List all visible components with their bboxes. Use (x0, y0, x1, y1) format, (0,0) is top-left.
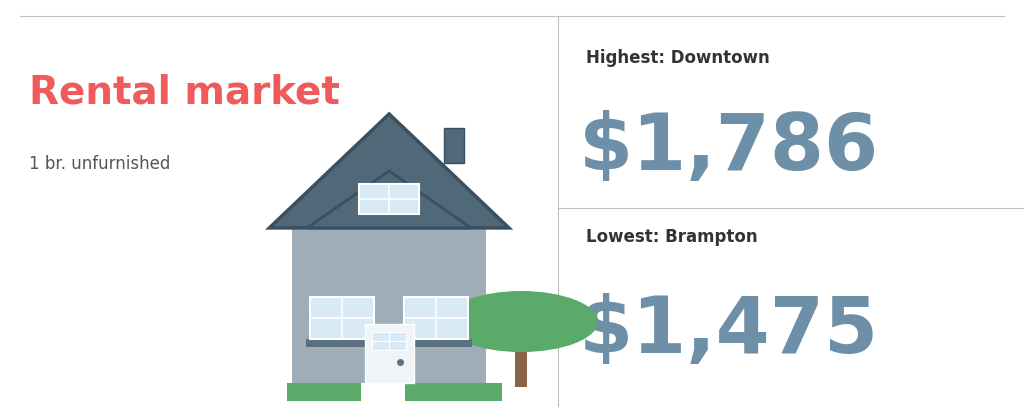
Circle shape (444, 291, 598, 352)
Bar (443, 128, 464, 163)
Bar (372, 333, 407, 350)
Text: Lowest: Brampton: Lowest: Brampton (586, 228, 758, 246)
Bar (400, 339, 472, 347)
Bar (404, 297, 468, 339)
Bar (292, 228, 486, 383)
Text: Highest: Downtown: Highest: Downtown (586, 49, 769, 67)
Bar (515, 350, 527, 387)
Bar (404, 383, 502, 401)
Text: $1,786: $1,786 (579, 110, 879, 186)
Polygon shape (269, 114, 509, 228)
Text: $1,475: $1,475 (579, 293, 879, 369)
Text: Rental market: Rental market (29, 73, 340, 111)
Bar (287, 383, 360, 401)
Polygon shape (307, 171, 471, 228)
Bar (365, 324, 414, 383)
Text: 1 br. unfurnished: 1 br. unfurnished (29, 155, 170, 173)
Bar (306, 339, 378, 347)
Bar (359, 184, 419, 214)
Bar (310, 297, 374, 339)
